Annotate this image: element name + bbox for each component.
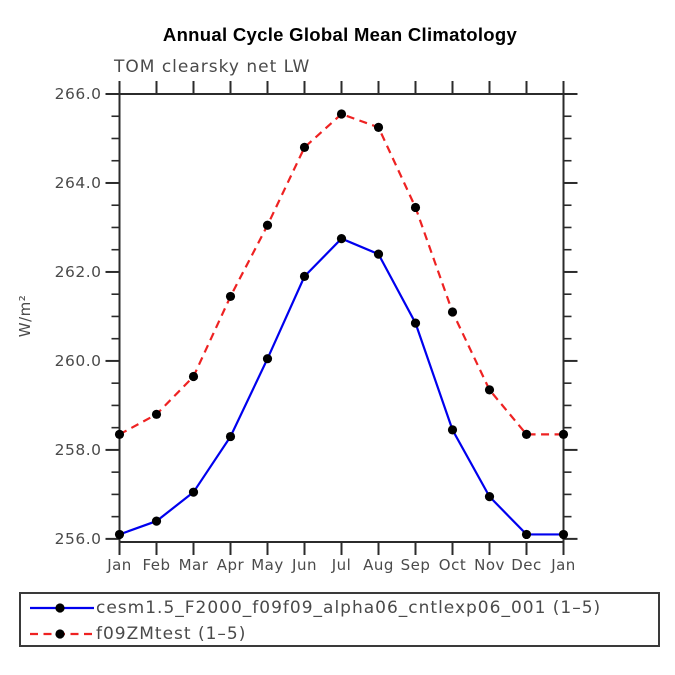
- y-tick-label: 266.0: [55, 85, 102, 103]
- data-point: [484, 492, 495, 502]
- data-point: [336, 109, 347, 119]
- x-tick-label: Nov: [474, 556, 505, 574]
- data-point: [225, 431, 236, 442]
- data-point: [151, 516, 162, 526]
- data-point: [114, 429, 125, 439]
- series-line: [118, 112, 564, 436]
- legend-sample-marker: [55, 629, 65, 639]
- y-tick-label: 260.0: [55, 352, 102, 370]
- data-point: [521, 529, 532, 540]
- y-tick-label: 262.0: [55, 263, 102, 281]
- y-tick-label: 264.0: [55, 174, 102, 192]
- x-tick-label: Jun: [291, 556, 317, 574]
- x-tick-label: Mar: [179, 556, 209, 574]
- chart-title: Annual Cycle Global Mean Climatology: [162, 24, 518, 45]
- plot-frame: [118, 93, 565, 543]
- data-point: [558, 529, 569, 540]
- data-point: [188, 487, 199, 497]
- data-point: [262, 220, 273, 230]
- data-point: [521, 429, 532, 439]
- x-tick-label: Feb: [142, 556, 170, 574]
- data-point: [447, 425, 458, 435]
- y-tick-label: 258.0: [55, 441, 102, 459]
- data-point: [299, 271, 310, 282]
- x-tick-label: Sep: [401, 556, 431, 574]
- x-tick-label: Dec: [511, 556, 542, 574]
- data-point: [336, 233, 347, 244]
- data-point: [447, 307, 458, 317]
- data-point: [373, 122, 384, 132]
- data-point: [558, 429, 569, 439]
- legend-line-sample-solid: [30, 603, 94, 613]
- x-tick-label: Jan: [106, 556, 132, 574]
- y-tick-label: 256.0: [55, 530, 102, 548]
- data-point: [410, 202, 421, 213]
- data-point: [484, 385, 495, 395]
- x-tick-label: Jan: [550, 556, 576, 574]
- data-point: [299, 142, 310, 152]
- x-tick-label: Apr: [217, 556, 245, 574]
- chart-subtitle: TOM clearsky net LW: [114, 57, 311, 77]
- data-point: [188, 371, 199, 382]
- legend-item-cesm: cesm1.5_F2000_f09f09_alpha06_cntlexp06_0…: [21, 596, 601, 620]
- x-tick-label: May: [251, 556, 284, 574]
- data-point: [114, 529, 125, 540]
- data-point: [151, 409, 162, 419]
- data-point: [373, 249, 384, 259]
- x-tick-label: Oct: [439, 556, 466, 574]
- legend-line-sample-dashed: [30, 629, 94, 639]
- legend-item-f09zmtest: f09ZMtest (1–5): [21, 622, 246, 646]
- legend-label: cesm1.5_F2000_f09f09_alpha06_cntlexp06_0…: [96, 598, 602, 618]
- data-point: [225, 291, 236, 302]
- legend-sample-marker: [55, 603, 65, 613]
- legend-box: cesm1.5_F2000_f09f09_alpha06_cntlexp06_0…: [19, 592, 660, 647]
- data-point: [262, 354, 273, 364]
- data-point: [410, 318, 421, 328]
- series-line: [119, 237, 564, 536]
- legend-label: f09ZMtest (1–5): [96, 624, 247, 644]
- x-tick-label: Jul: [331, 556, 352, 574]
- x-tick-label: Aug: [363, 556, 394, 574]
